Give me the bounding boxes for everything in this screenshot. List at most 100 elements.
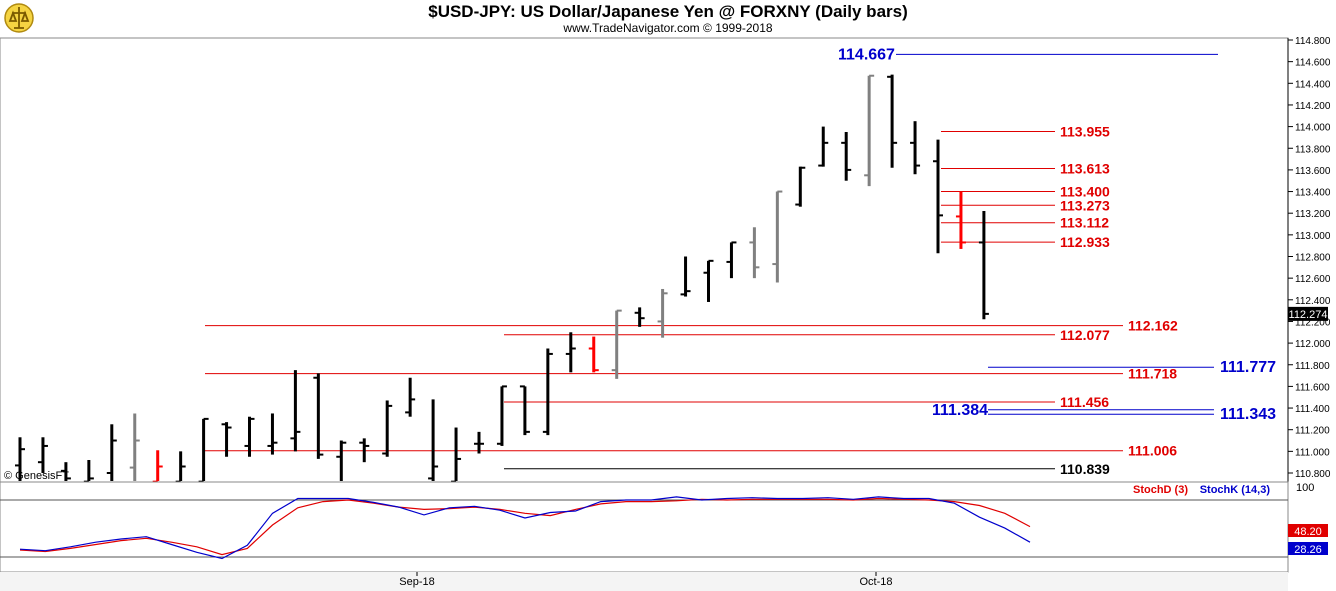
ohlc-bar xyxy=(726,241,737,279)
ohlc-bar xyxy=(15,437,25,481)
price-tick-label: 114.200 xyxy=(1295,101,1331,112)
ohlc-bar xyxy=(588,336,599,373)
stoch-d-legend: StochD (3) xyxy=(1133,484,1188,496)
stoch-axis-100: 100 xyxy=(1296,482,1314,494)
ohlc-bar xyxy=(565,332,576,373)
ohlc-bar xyxy=(933,139,943,254)
last-price-label: 112.274 xyxy=(1289,309,1328,321)
ohlc-bar xyxy=(313,373,324,459)
level-label: 113.613 xyxy=(1060,160,1110,176)
ohlc-bar xyxy=(359,438,370,463)
price-tick-label: 114.000 xyxy=(1295,123,1331,134)
price-tick-label: 112.400 xyxy=(1295,296,1331,307)
stoch-d-line xyxy=(19,497,1031,556)
level-label: 112.933 xyxy=(1060,234,1110,250)
price-panel xyxy=(0,37,1289,483)
price-tick-label: 111.200 xyxy=(1295,426,1330,437)
stochastic-panel xyxy=(0,481,1289,573)
price-tick-label: 111.000 xyxy=(1295,447,1330,458)
level-label: 110.839 xyxy=(1060,461,1110,477)
ohlc-bar xyxy=(221,422,232,457)
trade-navigator-logo-icon xyxy=(4,3,34,33)
ohlc-bar xyxy=(634,307,645,327)
price-tick-label: 113.000 xyxy=(1295,231,1331,242)
price-tick-label: 113.400 xyxy=(1295,188,1331,199)
price-tick-label: 110.800 xyxy=(1295,469,1331,480)
stoch-k-legend: StochK (14,3) xyxy=(1200,484,1271,496)
price-tick-label: 112.200 xyxy=(1295,317,1331,328)
stoch-d-value: 48.20 xyxy=(1294,526,1322,538)
price-tick-label: 111.800 xyxy=(1295,361,1330,372)
level-label: 113.112 xyxy=(1060,215,1109,231)
ohlc-bar xyxy=(60,462,71,481)
stochastic-lines xyxy=(19,496,1031,560)
chart-header: $USD-JPY: US Dollar/Japanese Yen @ FORXN… xyxy=(0,0,1336,38)
level-label: 112.077 xyxy=(1060,327,1110,343)
ohlc-bar xyxy=(978,211,989,320)
ohlc-bar xyxy=(290,370,301,452)
level-label: 111.777 xyxy=(1220,359,1276,376)
ohlc-bar xyxy=(428,399,439,481)
ohlc-bar xyxy=(864,74,875,187)
price-tick-label: 112.600 xyxy=(1295,274,1331,285)
price-tick-label: 113.600 xyxy=(1295,166,1331,177)
ohlc-bar xyxy=(910,121,921,175)
ohlc-bar xyxy=(657,288,668,338)
price-tick-label: 113.200 xyxy=(1295,209,1331,220)
stoch-d-value-box xyxy=(1288,524,1328,537)
ohlc-bar xyxy=(37,437,48,473)
time-label-oct: Oct-18 xyxy=(859,576,892,588)
stoch-k-value-box xyxy=(1288,542,1328,555)
price-tick-label: 111.600 xyxy=(1295,382,1330,393)
ohlc-bar xyxy=(887,74,898,168)
ohlc-bar xyxy=(405,377,416,417)
price-tick-label: 112.000 xyxy=(1295,339,1331,350)
level-label: 111.456 xyxy=(1060,394,1109,410)
ohlc-bar xyxy=(496,385,507,446)
ohlc-bar xyxy=(519,385,530,436)
price-tick-label: 111.400 xyxy=(1295,404,1330,415)
level-label: 113.273 xyxy=(1060,197,1110,213)
ohlc-bar xyxy=(336,440,347,481)
ohlc-bar xyxy=(703,259,714,302)
time-label-sep: Sep-18 xyxy=(399,576,434,588)
ohlc-bar xyxy=(474,431,484,454)
price-tick-label: 114.800 xyxy=(1295,36,1331,47)
ohlc-bar xyxy=(680,256,691,297)
ohlc-bar xyxy=(382,400,393,457)
level-label: 113.400 xyxy=(1060,184,1110,200)
price-tick-label: 114.400 xyxy=(1295,79,1331,90)
level-label: 111.006 xyxy=(1128,443,1177,459)
ohlc-bar xyxy=(749,227,760,279)
ohlc-bar xyxy=(795,166,806,207)
price-tick-label: 113.800 xyxy=(1295,144,1331,155)
time-axis xyxy=(0,572,1288,591)
ohlc-bar xyxy=(772,190,783,283)
level-label: 112.162 xyxy=(1128,318,1178,334)
level-label: 114.667 xyxy=(838,46,895,63)
ohlc-bar xyxy=(244,416,255,457)
level-label: 111.718 xyxy=(1128,366,1177,382)
price-bars xyxy=(15,74,989,483)
level-label: 111.384 xyxy=(932,402,988,419)
ohlc-bar xyxy=(542,348,553,436)
watermark-text: © GenesisFT xyxy=(4,470,69,482)
level-label: 113.955 xyxy=(1060,123,1110,139)
ohlc-bar xyxy=(955,191,966,249)
last-price-marker: 112.274 xyxy=(1288,306,1328,321)
ohlc-bar xyxy=(611,309,622,379)
price-axis: 114.800 114.600 114.400 114.200 114.000 113.8… xyxy=(1287,36,1331,482)
level-label: 111.343 xyxy=(1220,406,1276,423)
chart-title: $USD-JPY: US Dollar/Japanese Yen @ FORXN… xyxy=(428,2,908,21)
ohlc-bar xyxy=(818,126,829,167)
chart-subtitle: www.TradeNavigator.com © 1999-2018 xyxy=(563,21,773,35)
stoch-k-value: 28.26 xyxy=(1294,544,1322,556)
ohlc-bar xyxy=(267,413,278,455)
ohlc-bar xyxy=(841,132,852,181)
price-tick-label: 114.600 xyxy=(1295,58,1331,69)
stoch-k-line xyxy=(19,496,1031,560)
ohlc-bar xyxy=(106,424,117,481)
ohlc-bar xyxy=(129,413,140,481)
